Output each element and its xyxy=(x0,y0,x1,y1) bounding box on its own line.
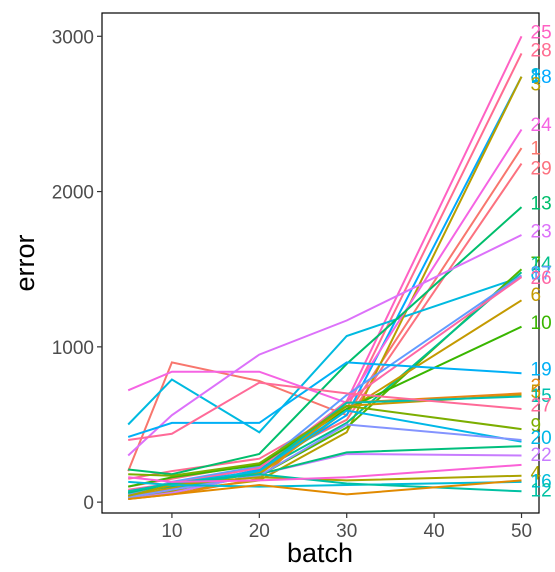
x-axis-title: batch xyxy=(287,538,353,568)
series-label-24: 24 xyxy=(531,115,553,136)
series-label-26: 26 xyxy=(531,268,552,289)
series-label-13: 13 xyxy=(531,193,552,214)
series-label-28: 28 xyxy=(531,40,552,61)
series-label-1: 1 xyxy=(531,65,542,86)
series-label-2: 2 xyxy=(531,376,542,397)
series-line-19 xyxy=(127,361,522,438)
series-label-15: 15 xyxy=(531,386,552,407)
series-lines xyxy=(127,35,523,500)
series-line-12 xyxy=(128,473,522,493)
series-line-9 xyxy=(128,404,522,477)
series-label-7: 7 xyxy=(531,254,542,275)
series-label-4: 4 xyxy=(531,464,542,485)
x-axis: 10 20 30 40 50 xyxy=(161,513,532,542)
y-tick-label: 0 xyxy=(83,493,94,514)
y-axis: 0 1000 2000 3000 xyxy=(52,27,102,514)
series-label-16: 16 xyxy=(531,471,552,492)
series-line-23 xyxy=(127,234,522,457)
x-tick-label: 10 xyxy=(161,521,182,542)
series-line-28 xyxy=(128,52,523,480)
series-line-31 xyxy=(128,479,522,500)
series-line-13 xyxy=(128,206,523,476)
series-end-labels: 2528181832412913237148172661019251527920… xyxy=(531,23,553,502)
series-label-22: 22 xyxy=(531,445,552,466)
series-line-8 xyxy=(127,276,522,434)
series-label-9: 9 xyxy=(531,415,542,436)
series-label-8: 8 xyxy=(531,65,542,86)
x-tick-label: 40 xyxy=(424,521,445,542)
series-line-4 xyxy=(127,474,522,497)
series-label-29: 29 xyxy=(531,159,552,180)
x-tick-label: 50 xyxy=(511,521,532,542)
series-label-8: 8 xyxy=(531,263,542,284)
series-label-1: 1 xyxy=(531,138,542,159)
x-tick-label: 30 xyxy=(336,521,357,542)
series-line-5 xyxy=(128,394,522,497)
series-line-30 xyxy=(128,463,522,483)
series-line-21 xyxy=(128,423,522,499)
series-label-17: 17 xyxy=(531,263,552,284)
series-label-18: 18 xyxy=(531,67,552,88)
x-tick-label: 20 xyxy=(249,521,270,542)
series-line-27 xyxy=(128,381,522,441)
series-label-3: 3 xyxy=(531,75,542,96)
series-label-6: 6 xyxy=(531,285,542,306)
series-line-1 xyxy=(127,147,523,472)
y-tick-label: 1000 xyxy=(52,338,94,359)
series-label-20: 20 xyxy=(531,428,552,449)
series-label-27: 27 xyxy=(531,395,552,416)
series-label-14: 14 xyxy=(531,254,553,275)
y-tick-label: 2000 xyxy=(52,183,94,204)
series-label-23: 23 xyxy=(531,221,552,242)
series-label-25: 25 xyxy=(531,23,552,44)
series-line-16 xyxy=(128,480,522,488)
y-tick-label: 3000 xyxy=(52,27,94,48)
series-label-12: 12 xyxy=(531,481,552,502)
series-label-10: 10 xyxy=(531,313,552,334)
series-label-19: 19 xyxy=(531,360,552,381)
series-label-5: 5 xyxy=(531,382,542,403)
y-axis-title: error xyxy=(10,234,40,291)
